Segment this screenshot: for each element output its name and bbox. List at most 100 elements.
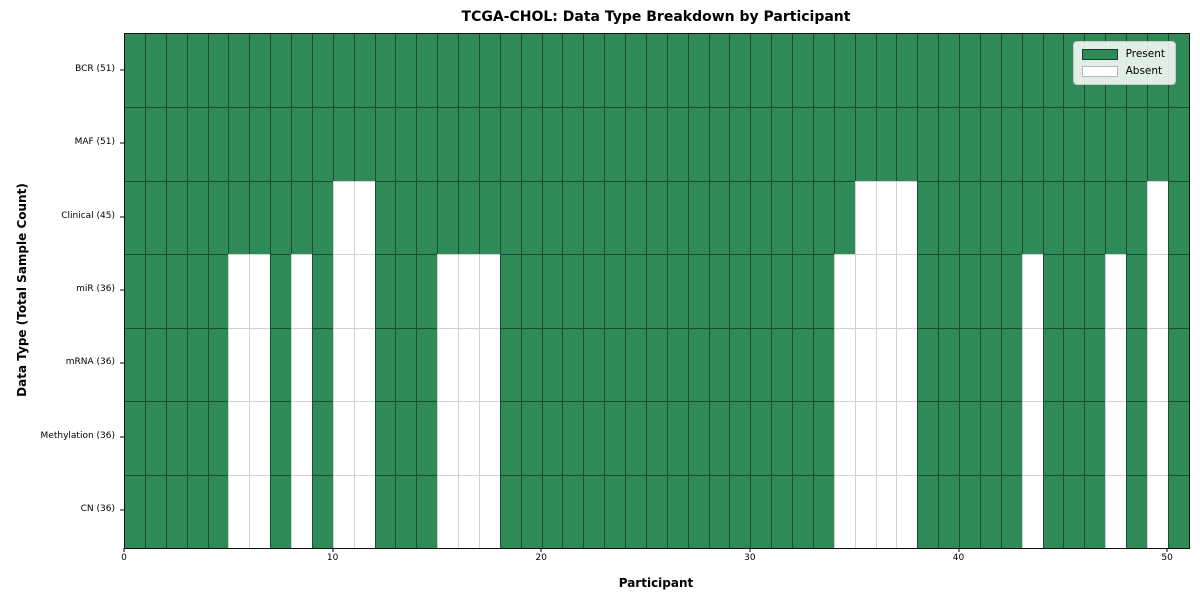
heatmap-cell: [750, 327, 772, 402]
heatmap-cell: [541, 327, 563, 402]
heatmap-cell: [165, 254, 187, 328]
heatmap-cell: [562, 474, 584, 548]
heatmap-cell: [1021, 254, 1043, 328]
heatmap-cell: [833, 107, 855, 181]
heatmap-cell: [353, 474, 375, 548]
heatmap-cell: [938, 34, 959, 108]
heatmap-cell: [917, 254, 939, 328]
heatmap-cell: [562, 34, 584, 108]
heatmap-cell: [186, 107, 208, 181]
heatmap-cell: [1146, 254, 1168, 328]
heatmap-cell: [1063, 254, 1085, 328]
heatmap-cell: [332, 401, 354, 475]
heatmap-cell: [249, 180, 271, 255]
heatmap-cell: [1063, 401, 1085, 475]
x-axis-label: Participant: [618, 576, 694, 590]
heatmap-cell: [625, 180, 646, 255]
heatmap-row: [125, 474, 1189, 548]
heatmap-cell: [604, 327, 625, 402]
heatmap-cell: [917, 34, 939, 108]
heatmap-cell: [875, 34, 897, 108]
heatmap-cell: [687, 401, 709, 475]
heatmap-cell: [270, 254, 291, 328]
heatmap-cell: [249, 34, 271, 108]
heatmap-cell: [645, 107, 667, 181]
heatmap-cell: [645, 327, 667, 402]
heatmap-cell: [1167, 401, 1189, 475]
heatmap-cell: [729, 180, 751, 255]
heatmap-cell: [666, 180, 688, 255]
heatmap-cell: [583, 180, 605, 255]
heatmap-cell: [458, 327, 479, 402]
heatmap-cell: [812, 254, 834, 328]
chart-title: TCGA-CHOL: Data Type Breakdown by Partic…: [461, 9, 851, 25]
heatmap-cell: [708, 401, 730, 475]
heatmap-cell: [416, 254, 438, 328]
heatmap-cell: [833, 34, 855, 108]
heatmap-cell: [750, 107, 772, 181]
heatmap-cell: [1021, 401, 1043, 475]
heatmap-cell: [437, 254, 458, 328]
heatmap-cell: [896, 107, 918, 181]
heatmap-cell: [395, 327, 417, 402]
heatmap-cell: [979, 107, 1001, 181]
x-tick-label: 20: [535, 553, 547, 563]
heatmap-cell: [625, 107, 646, 181]
x-tick-label: 10: [326, 553, 339, 563]
heatmap-cell: [1084, 401, 1106, 475]
heatmap-cell: [207, 107, 229, 181]
heatmap-cell: [729, 327, 751, 402]
heatmap-cell: [771, 254, 792, 328]
heatmap-cell: [604, 254, 625, 328]
heatmap-cell: [625, 401, 646, 475]
heatmap-cell: [353, 401, 375, 475]
x-tick-mark: [1166, 548, 1168, 552]
heatmap-cell: [125, 107, 145, 181]
heatmap-cell: [1084, 327, 1106, 402]
heatmap-cell: [1126, 401, 1147, 475]
heatmap-cell: [917, 401, 939, 475]
heatmap-cell: [792, 180, 813, 255]
legend-label-present: Present: [1125, 48, 1165, 61]
plot-area: Present Absent: [124, 33, 1190, 549]
legend-label-absent: Absent: [1125, 65, 1163, 78]
heatmap-cell: [165, 34, 187, 108]
x-tick-label: 50: [1161, 553, 1173, 563]
heatmap-cell: [1000, 474, 1022, 548]
heatmap-row: [125, 34, 1189, 108]
heatmap-cell: [144, 401, 166, 475]
heatmap-cell: [249, 474, 271, 548]
heatmap-cell: [604, 34, 625, 108]
heatmap-cell: [249, 254, 271, 328]
heatmap-cell: [499, 34, 521, 108]
x-tick-mark: [123, 548, 125, 552]
heatmap-cell: [917, 107, 939, 181]
heatmap-cell: [959, 107, 980, 181]
heatmap-cell: [541, 107, 563, 181]
heatmap-cell: [165, 401, 187, 475]
heatmap-cell: [771, 34, 792, 108]
heatmap-cell: [938, 254, 959, 328]
heatmap-cell: [270, 327, 291, 402]
x-tick-label: 40: [952, 553, 965, 563]
heatmap-cell: [625, 254, 646, 328]
heatmap-cell: [458, 474, 479, 548]
heatmap-cell: [896, 401, 918, 475]
heatmap-cell: [374, 34, 396, 108]
heatmap-cell: [1000, 254, 1022, 328]
heatmap-cell: [478, 474, 500, 548]
x-tick-label: 30: [744, 553, 756, 563]
heatmap-cell: [875, 401, 897, 475]
heatmap-cell: [1042, 34, 1064, 108]
heatmap-cell: [228, 254, 250, 328]
heatmap-cell: [1167, 254, 1189, 328]
heatmap-cell: [125, 401, 145, 475]
legend-item-present: Present: [1081, 48, 1165, 61]
heatmap-cell: [353, 180, 375, 255]
heatmap-cell: [666, 254, 688, 328]
heatmap-cell: [1146, 474, 1168, 548]
heatmap-cell: [478, 34, 500, 108]
heatmap-cell: [374, 107, 396, 181]
heatmap-cell: [332, 107, 354, 181]
heatmap-cell: [1021, 180, 1043, 255]
